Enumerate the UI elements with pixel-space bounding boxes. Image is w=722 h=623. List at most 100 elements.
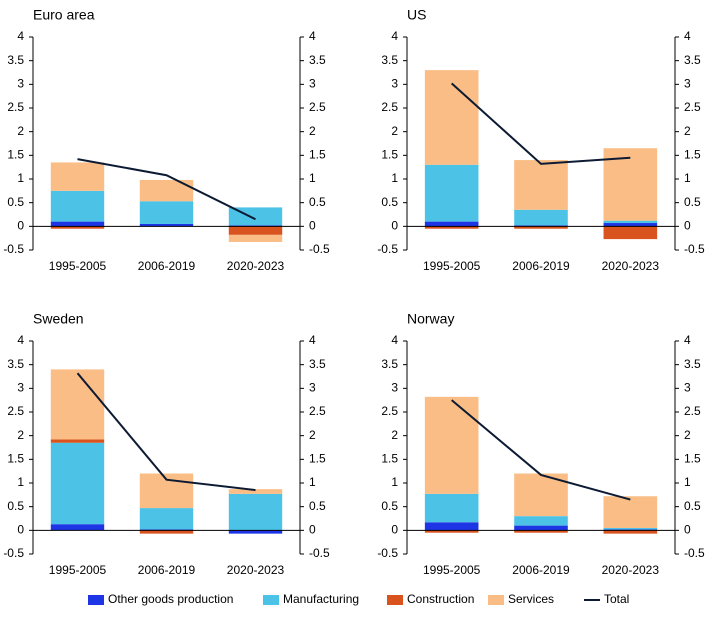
bar-segment — [139, 530, 194, 534]
y2-tick-label: 0.5 — [684, 499, 701, 513]
total-line — [450, 82, 631, 165]
y2-tick-label: 0.5 — [684, 195, 701, 209]
x-tick-label: 2020-2023 — [227, 259, 285, 273]
y2-tick-label: 3 — [684, 381, 691, 395]
bar-segment — [50, 369, 105, 440]
y-tick-label: 0.5 — [381, 195, 398, 209]
y-tick-label: 3.5 — [7, 53, 24, 67]
y2-tick-label: 1 — [309, 171, 316, 185]
y2-tick-label: 0 — [684, 219, 691, 233]
bar-segment — [50, 439, 105, 443]
y2-tick-label: 1.5 — [309, 148, 326, 162]
panel-title: US — [407, 7, 426, 23]
y-tick-label: 3 — [391, 77, 398, 91]
bar-segment — [50, 190, 105, 222]
y-tick-label: 1 — [391, 171, 398, 185]
y-tick-label: 0.5 — [7, 499, 24, 513]
y2-tick-label: 1 — [684, 171, 691, 185]
y-tick-label: 3 — [17, 381, 24, 395]
y2-tick-label: 4 — [309, 29, 316, 43]
y2-tick-label: 3.5 — [309, 53, 326, 67]
y-tick-label: 2 — [17, 124, 24, 138]
y-tick-label: 0 — [391, 523, 398, 537]
bar-segment — [228, 226, 283, 235]
x-tick-label: 2020-2023 — [602, 259, 660, 273]
bar-segment — [139, 508, 194, 530]
y-tick-label: 2.5 — [381, 404, 398, 418]
bar-segment — [514, 226, 568, 229]
y-tick-label: 3 — [17, 77, 24, 91]
y-tick-label: 4 — [17, 29, 24, 43]
legend-swatch — [263, 595, 279, 605]
bar-segment — [603, 148, 658, 221]
y2-tick-label: 2 — [309, 124, 316, 138]
y2-tick-label: 0.5 — [309, 195, 326, 209]
y2-tick-label: 2 — [684, 428, 691, 442]
x-tick-label: 1995-2005 — [423, 259, 481, 273]
y-tick-label: 0 — [17, 219, 24, 233]
y2-tick-label: -0.5 — [684, 242, 705, 256]
y2-tick-label: 4 — [309, 333, 316, 347]
y-tick-label: 2 — [17, 428, 24, 442]
y2-tick-label: 0 — [309, 523, 316, 537]
y-tick-label: 4 — [391, 333, 398, 347]
bar-segment — [603, 223, 658, 227]
y-tick-label: 0 — [17, 523, 24, 537]
bar-segment — [603, 220, 658, 224]
x-tick-label: 2020-2023 — [602, 563, 660, 577]
bar-segment — [514, 160, 568, 210]
bar-segment — [514, 209, 568, 226]
bar-segment — [228, 530, 283, 534]
legend-label: Services — [508, 592, 554, 606]
bar-segment — [603, 530, 658, 534]
bar-segment — [139, 201, 194, 224]
bar-segment — [424, 164, 479, 222]
total-line — [76, 372, 256, 492]
y2-tick-label: -0.5 — [309, 242, 330, 256]
bar-segment — [424, 530, 479, 533]
y-tick-label: 2 — [391, 428, 398, 442]
legend-label: Other goods production — [108, 592, 233, 606]
y-tick-label: 4 — [391, 29, 398, 43]
x-tick-label: 2006-2019 — [512, 563, 570, 577]
y-tick-label: 1.5 — [381, 148, 398, 162]
panel-title: Sweden — [33, 311, 84, 327]
bar-segment — [603, 527, 658, 530]
bar-segment — [50, 226, 105, 229]
y2-tick-label: 3 — [309, 381, 316, 395]
bar-segment — [424, 493, 479, 523]
y2-tick-label: 4 — [684, 333, 691, 347]
panel-title: Euro area — [33, 7, 95, 23]
y-tick-label: -0.5 — [377, 546, 398, 560]
total-line — [77, 158, 256, 221]
y2-tick-label: 0 — [684, 523, 691, 537]
y-tick-label: 1 — [391, 475, 398, 489]
y-tick-label: 0.5 — [381, 499, 398, 513]
y2-tick-label: 2 — [684, 124, 691, 138]
y2-tick-label: 1 — [309, 475, 316, 489]
total-line — [451, 399, 631, 501]
bar-segment — [424, 522, 479, 531]
y2-tick-label: 0.5 — [309, 499, 326, 513]
y-tick-label: -0.5 — [377, 242, 398, 256]
y-tick-label: 3.5 — [381, 53, 398, 67]
y2-tick-label: 3.5 — [309, 357, 326, 371]
x-tick-label: 1995-2005 — [423, 563, 481, 577]
y2-tick-label: 0 — [309, 219, 316, 233]
bar-segment — [424, 226, 479, 229]
bar-segment — [514, 530, 568, 533]
y2-tick-label: 1.5 — [684, 452, 701, 466]
bar-segment — [424, 221, 479, 227]
y-tick-label: -0.5 — [3, 242, 24, 256]
y-tick-label: 2 — [391, 124, 398, 138]
y-tick-label: 2.5 — [381, 100, 398, 114]
bar-segment — [514, 516, 568, 526]
legend-swatch — [88, 595, 104, 605]
x-tick-label: 2020-2023 — [227, 563, 285, 577]
bar-segment — [228, 234, 283, 242]
y-tick-label: 3.5 — [7, 357, 24, 371]
x-tick-label: 1995-2005 — [49, 259, 107, 273]
legend-swatch — [387, 595, 403, 605]
bar-segment — [50, 162, 105, 191]
